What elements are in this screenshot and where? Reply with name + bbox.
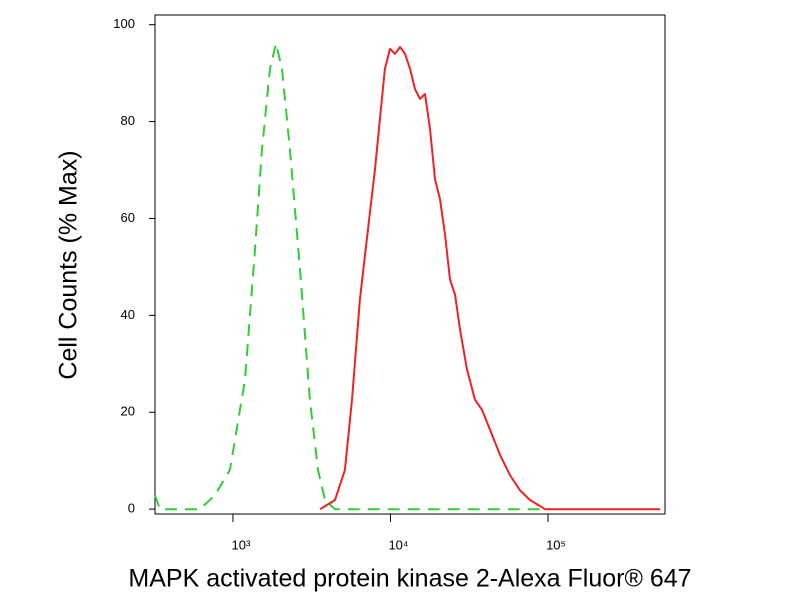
x-tick-label: 10⁵ (546, 537, 566, 552)
y-tick-label: 0 (128, 501, 135, 516)
y-tick-label: 60 (121, 210, 135, 225)
x-axis-label: MAPK activated protein kinase 2-Alexa Fl… (128, 565, 691, 593)
y-tick-label: 40 (121, 307, 135, 322)
x-tick-label: 10³ (232, 537, 251, 552)
y-tick-label: 80 (121, 113, 135, 128)
y-tick-label: 20 (121, 404, 135, 419)
x-tick-label: 10⁴ (388, 537, 408, 552)
plot-frame (154, 14, 666, 515)
histogram-line (319, 46, 660, 511)
y-tick-label: 100 (113, 16, 135, 31)
y-axis-label: Cell Counts (% Max) (55, 150, 83, 379)
histogram-line (154, 42, 550, 511)
